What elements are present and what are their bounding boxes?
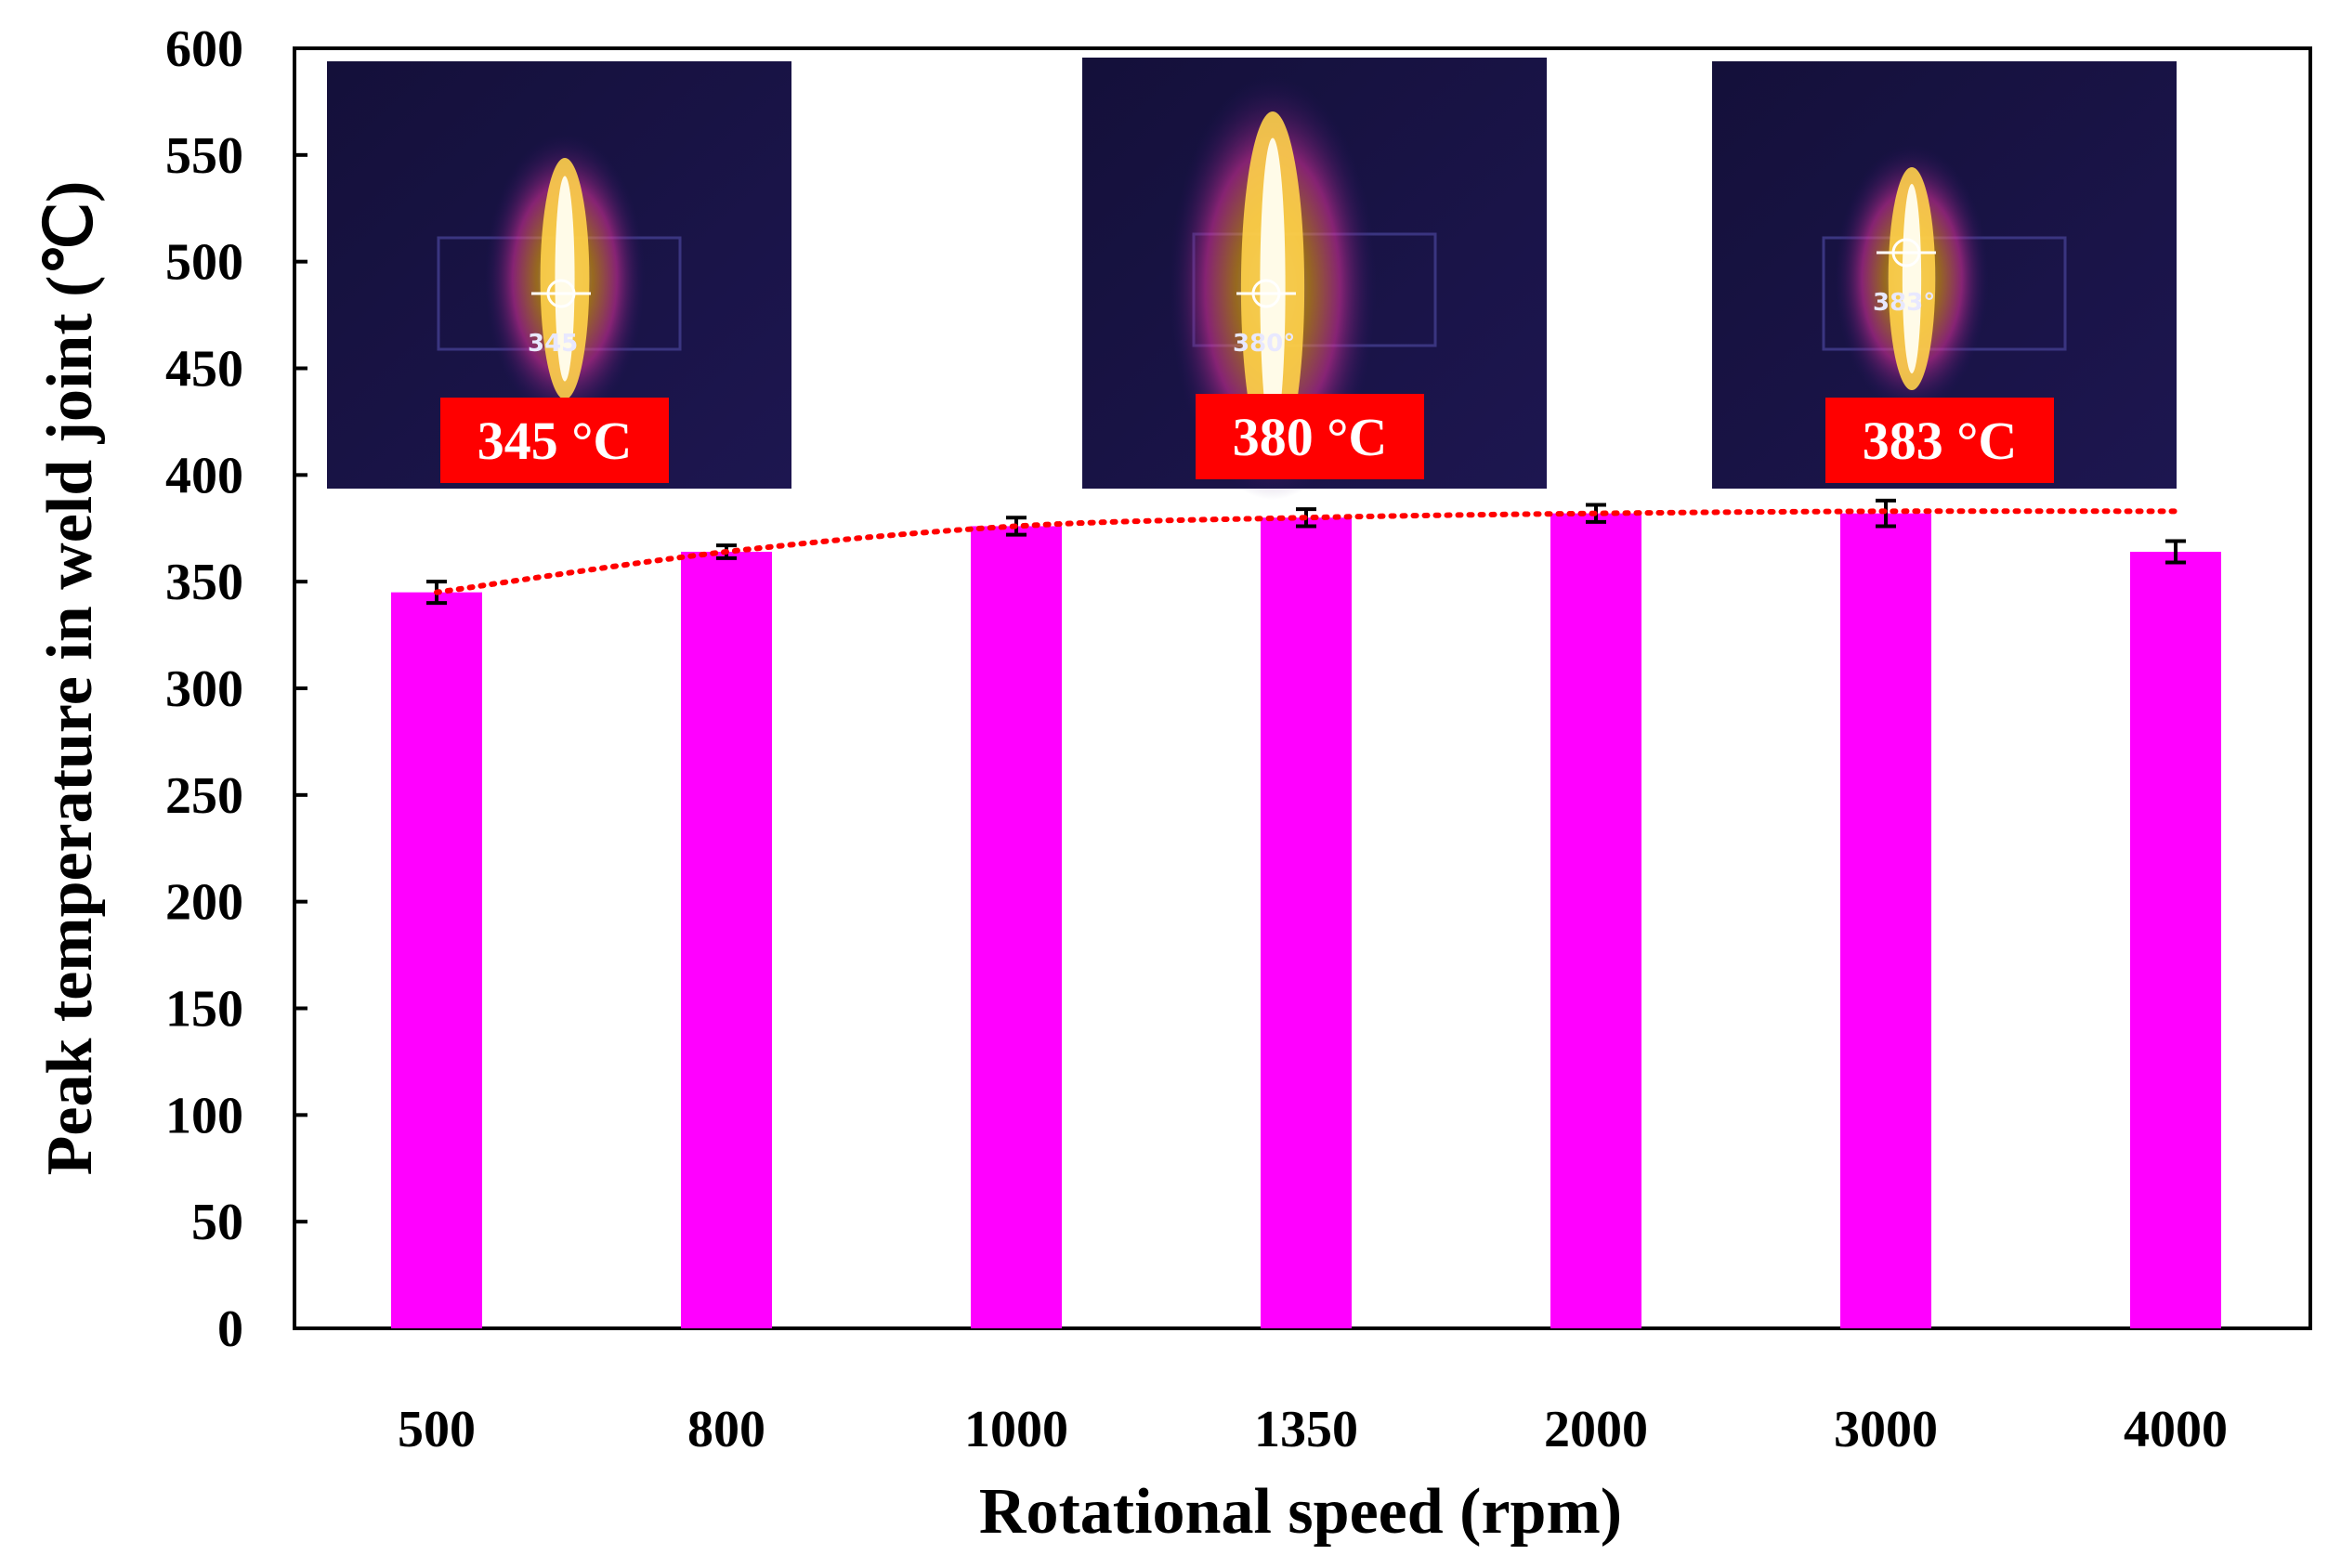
y-axis-title: Peak temperature in weld joint (℃) xyxy=(34,181,106,1176)
y-tick-label: 500 xyxy=(165,234,243,292)
thermal-readout: 380° xyxy=(1233,330,1295,358)
x-tick-label: 1000 xyxy=(964,1401,1068,1458)
bar xyxy=(1840,513,1931,1328)
x-tick-label: 4000 xyxy=(2124,1401,2228,1458)
thermal-image-inset: 345 345 °C xyxy=(327,61,791,489)
bar xyxy=(1261,517,1352,1328)
y-tick-label: 450 xyxy=(165,341,243,399)
temperature-label-box xyxy=(1825,398,2054,483)
trend-line xyxy=(434,508,2178,595)
y-tick-label: 400 xyxy=(165,447,243,504)
weld-core xyxy=(555,176,575,382)
y-tick-label: 50 xyxy=(191,1194,243,1251)
y-tick-label: 550 xyxy=(165,127,243,185)
error-bar xyxy=(2165,539,2186,565)
bar-series xyxy=(391,513,2221,1328)
bar xyxy=(391,592,482,1328)
thermal-readout: 383° xyxy=(1873,289,1935,317)
thermal-readout: 345 xyxy=(528,330,578,358)
x-tick-label: 3000 xyxy=(1834,1401,1938,1458)
y-tick-label: 350 xyxy=(165,554,243,611)
x-tick-label: 500 xyxy=(398,1401,476,1458)
y-tick-label: 600 xyxy=(165,20,243,78)
error-bars xyxy=(426,498,2186,606)
thermal-insets: 345 345 °C 380° 380 °C 383° 383 °C xyxy=(327,58,2177,500)
thermal-image-inset: 380° 380 °C xyxy=(1082,58,1547,500)
weld-core xyxy=(1902,184,1922,373)
x-axis: 500 800 1000 1350 2000 3000 4000 xyxy=(398,1401,2228,1458)
x-tick-label: 800 xyxy=(687,1401,765,1458)
bar xyxy=(1550,513,1641,1328)
bar xyxy=(971,526,1062,1328)
y-tick-label: 250 xyxy=(165,767,243,825)
bar xyxy=(2130,552,2221,1328)
y-axis: 0 50 100 150 200 250 300 350 400 450 500 550 600 xyxy=(165,20,307,1358)
weld-core xyxy=(1260,137,1286,438)
temperature-label: 383 °C xyxy=(1863,411,2018,471)
y-tick-label: 200 xyxy=(165,874,243,932)
y-tick-label: 300 xyxy=(165,660,243,718)
thermal-image-inset: 383° 383 °C xyxy=(1712,61,2177,489)
x-axis-title: Rotational speed (rpm) xyxy=(979,1476,1622,1548)
bar xyxy=(681,552,772,1328)
y-tick-label: 100 xyxy=(165,1087,243,1144)
temperature-label-box xyxy=(1196,394,1424,479)
y-tick-label: 150 xyxy=(165,981,243,1039)
temperature-label: 380 °C xyxy=(1233,407,1388,467)
temperature-label-box xyxy=(440,398,669,483)
y-tick-label: 0 xyxy=(217,1300,243,1358)
x-tick-label: 2000 xyxy=(1544,1401,1648,1458)
temperature-label: 345 °C xyxy=(477,411,633,471)
x-tick-label: 1350 xyxy=(1254,1401,1358,1458)
